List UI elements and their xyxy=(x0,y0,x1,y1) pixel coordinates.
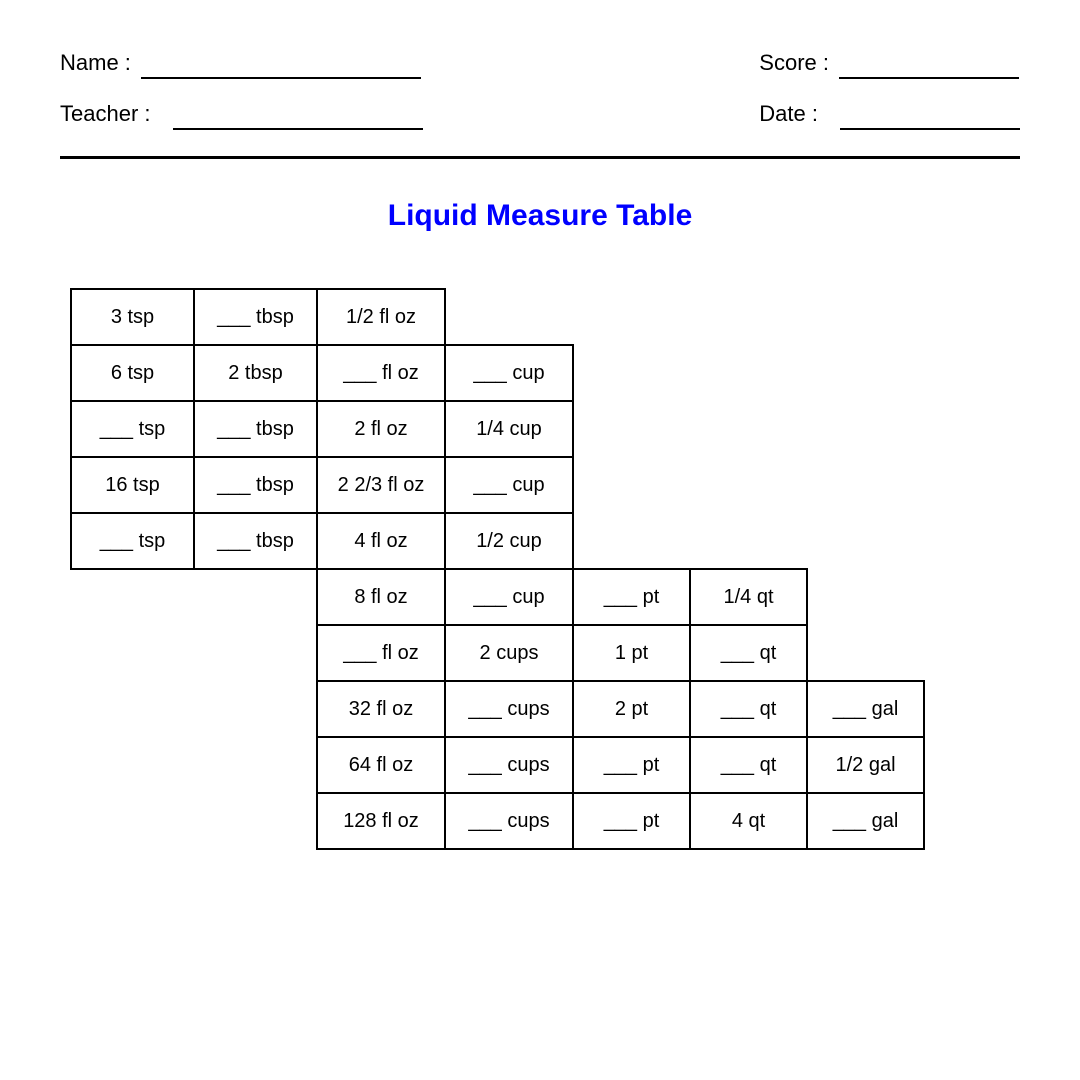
empty-cell xyxy=(573,401,690,457)
empty-cell xyxy=(807,569,924,625)
measure-cell: ___ qt xyxy=(690,737,807,793)
empty-cell xyxy=(690,513,807,569)
measure-cell: 4 qt xyxy=(690,793,807,849)
measure-cell: 2 pt xyxy=(573,681,690,737)
table-row: 16 tsp___ tbsp2 2/3 fl oz___ cup xyxy=(71,457,924,513)
measure-cell: ___ tbsp xyxy=(194,401,317,457)
empty-cell xyxy=(194,681,317,737)
table-row: ___ tsp___ tbsp4 fl oz1/2 cup xyxy=(71,513,924,569)
worksheet-header: Name : Teacher : Score : Date : xyxy=(60,50,1020,130)
empty-cell xyxy=(445,289,573,345)
teacher-blank-line[interactable] xyxy=(173,106,423,130)
empty-cell xyxy=(573,457,690,513)
table-row: 32 fl oz___ cups2 pt___ qt___ gal xyxy=(71,681,924,737)
empty-cell xyxy=(71,737,194,793)
date-blank-line[interactable] xyxy=(840,106,1020,130)
measure-cell: 2 cups xyxy=(445,625,573,681)
measure-cell: ___ qt xyxy=(690,681,807,737)
measure-table: 3 tsp___ tbsp1/2 fl oz6 tsp2 tbsp___ fl … xyxy=(70,288,925,850)
measure-cell: 1 pt xyxy=(573,625,690,681)
measure-cell: ___ tbsp xyxy=(194,289,317,345)
measure-cell: 1/2 cup xyxy=(445,513,573,569)
measure-cell: 6 tsp xyxy=(71,345,194,401)
measure-cell: ___ pt xyxy=(573,793,690,849)
measure-cell: ___ gal xyxy=(807,793,924,849)
header-left: Name : Teacher : xyxy=(60,50,423,130)
table-row: 6 tsp2 tbsp___ fl oz___ cup xyxy=(71,345,924,401)
measure-cell: 128 fl oz xyxy=(317,793,445,849)
empty-cell xyxy=(807,625,924,681)
table-row: ___ fl oz2 cups1 pt___ qt xyxy=(71,625,924,681)
measure-cell: 1/2 gal xyxy=(807,737,924,793)
name-row: Name : xyxy=(60,50,423,79)
empty-cell xyxy=(807,401,924,457)
name-blank-line[interactable] xyxy=(141,55,421,79)
measure-cell: ___ tsp xyxy=(71,513,194,569)
empty-cell xyxy=(194,569,317,625)
teacher-label: Teacher : xyxy=(60,101,151,130)
measure-cell: 8 fl oz xyxy=(317,569,445,625)
measure-cell: ___ fl oz xyxy=(317,625,445,681)
measure-cell: ___ pt xyxy=(573,737,690,793)
empty-cell xyxy=(690,457,807,513)
empty-cell xyxy=(573,513,690,569)
measure-cell: ___ tbsp xyxy=(194,513,317,569)
table-row: 8 fl oz___ cup___ pt1/4 qt xyxy=(71,569,924,625)
date-label: Date : xyxy=(759,101,818,130)
teacher-row: Teacher : xyxy=(60,101,423,130)
table-row: 128 fl oz___ cups___ pt4 qt___ gal xyxy=(71,793,924,849)
measure-cell: ___ cups xyxy=(445,737,573,793)
empty-cell xyxy=(807,289,924,345)
measure-cell: ___ fl oz xyxy=(317,345,445,401)
table-row: 64 fl oz___ cups___ pt___ qt1/2 gal xyxy=(71,737,924,793)
score-label: Score : xyxy=(759,50,829,79)
measure-cell: ___ gal xyxy=(807,681,924,737)
measure-cell: ___ qt xyxy=(690,625,807,681)
measure-cell: 2 2/3 fl oz xyxy=(317,457,445,513)
measure-table-wrap: 3 tsp___ tbsp1/2 fl oz6 tsp2 tbsp___ fl … xyxy=(60,288,1020,850)
measure-cell: ___ pt xyxy=(573,569,690,625)
measure-cell: ___ cup xyxy=(445,345,573,401)
empty-cell xyxy=(71,793,194,849)
measure-cell: 4 fl oz xyxy=(317,513,445,569)
measure-cell: 1/4 cup xyxy=(445,401,573,457)
measure-cell: 2 tbsp xyxy=(194,345,317,401)
empty-cell xyxy=(194,625,317,681)
measure-cell: 16 tsp xyxy=(71,457,194,513)
empty-cell xyxy=(690,345,807,401)
header-right: Score : Date : xyxy=(759,50,1020,130)
empty-cell xyxy=(71,625,194,681)
table-row: 3 tsp___ tbsp1/2 fl oz xyxy=(71,289,924,345)
table-row: ___ tsp___ tbsp2 fl oz1/4 cup xyxy=(71,401,924,457)
empty-cell xyxy=(194,793,317,849)
measure-cell: 2 fl oz xyxy=(317,401,445,457)
empty-cell xyxy=(194,737,317,793)
page-title: Liquid Measure Table xyxy=(60,199,1020,233)
measure-cell: ___ cups xyxy=(445,681,573,737)
measure-cell: ___ cups xyxy=(445,793,573,849)
measure-cell: 3 tsp xyxy=(71,289,194,345)
empty-cell xyxy=(71,681,194,737)
date-row: Date : xyxy=(759,101,1020,130)
empty-cell xyxy=(573,345,690,401)
empty-cell xyxy=(71,569,194,625)
measure-cell: 1/4 qt xyxy=(690,569,807,625)
empty-cell xyxy=(807,513,924,569)
measure-cell: ___ cup xyxy=(445,569,573,625)
measure-cell: 32 fl oz xyxy=(317,681,445,737)
empty-cell xyxy=(807,457,924,513)
measure-cell: ___ cup xyxy=(445,457,573,513)
score-row: Score : xyxy=(759,50,1020,79)
measure-cell: ___ tbsp xyxy=(194,457,317,513)
empty-cell xyxy=(807,345,924,401)
header-divider xyxy=(60,156,1020,159)
measure-cell: ___ tsp xyxy=(71,401,194,457)
score-blank-line[interactable] xyxy=(839,55,1019,79)
measure-cell: 64 fl oz xyxy=(317,737,445,793)
name-label: Name : xyxy=(60,50,131,79)
measure-cell: 1/2 fl oz xyxy=(317,289,445,345)
empty-cell xyxy=(690,401,807,457)
empty-cell xyxy=(690,289,807,345)
empty-cell xyxy=(573,289,690,345)
